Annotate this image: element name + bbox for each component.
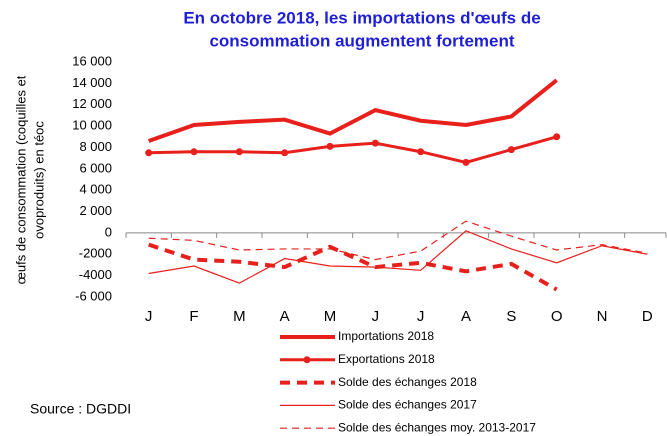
- y-tick-label: -4000: [79, 267, 112, 282]
- series-marker: [235, 148, 243, 156]
- x-tick-label: J: [372, 308, 380, 325]
- y-axis-label: ovoproduits) en téoc: [31, 121, 46, 239]
- y-tick-label: 0: [105, 224, 112, 239]
- x-tick-label: J: [145, 308, 153, 325]
- x-tick-label: M: [233, 308, 246, 325]
- series-marker: [417, 148, 425, 156]
- legend-label: Solde des échanges 2018: [338, 375, 477, 389]
- y-tick-label: -6 000: [75, 288, 112, 303]
- y-tick-label: 6 000: [79, 160, 112, 175]
- series-marker: [462, 158, 470, 166]
- x-tick-label: D: [642, 308, 653, 325]
- legend-marker: [303, 356, 311, 364]
- chart-title: En octobre 2018, les importations d'œufs…: [183, 8, 540, 27]
- series-marker: [326, 142, 334, 150]
- series-line: [148, 135, 558, 164]
- source: Source : DGDDI: [30, 401, 131, 417]
- x-tick-label: A: [461, 308, 471, 325]
- legend-label: Exportations 2018: [338, 352, 435, 366]
- legend-label: Solde des échanges 2017: [338, 398, 477, 412]
- series-line: [148, 78, 558, 143]
- x-tick-label: O: [551, 308, 563, 325]
- y-tick-label: 14 000: [72, 75, 112, 90]
- y-tick-label: 10 000: [72, 118, 112, 133]
- x-tick-label: M: [324, 308, 337, 325]
- x-tick-label: J: [417, 308, 425, 325]
- x-tick-label: F: [189, 308, 198, 325]
- series-marker: [553, 133, 561, 141]
- y-tick-label: 2 000: [79, 203, 112, 218]
- series-marker: [281, 149, 289, 157]
- series-marker: [371, 139, 379, 147]
- x-tick-label: N: [597, 308, 608, 325]
- y-tick-label: 12 000: [72, 96, 112, 111]
- series-line: [148, 242, 558, 292]
- y-tick-label: 8 000: [79, 139, 112, 154]
- y-tick-label: 16 000: [72, 53, 112, 68]
- legend-label: Importations 2018: [338, 329, 434, 343]
- chart-title: consommation augmentent fortement: [209, 31, 514, 50]
- x-tick-label: S: [506, 308, 516, 325]
- y-axis-label: œufs de consommation (coquilles et: [13, 75, 28, 284]
- series-marker: [145, 149, 153, 157]
- series-marker: [507, 146, 515, 154]
- y-tick-label: -2000: [79, 246, 112, 261]
- x-tick-label: A: [280, 308, 290, 325]
- series-line: [148, 230, 648, 284]
- series-marker: [190, 148, 198, 156]
- y-tick-label: 4 000: [79, 182, 112, 197]
- series-line: [148, 220, 648, 261]
- legend-label: Solde des échanges moy. 2013-2017: [338, 420, 536, 434]
